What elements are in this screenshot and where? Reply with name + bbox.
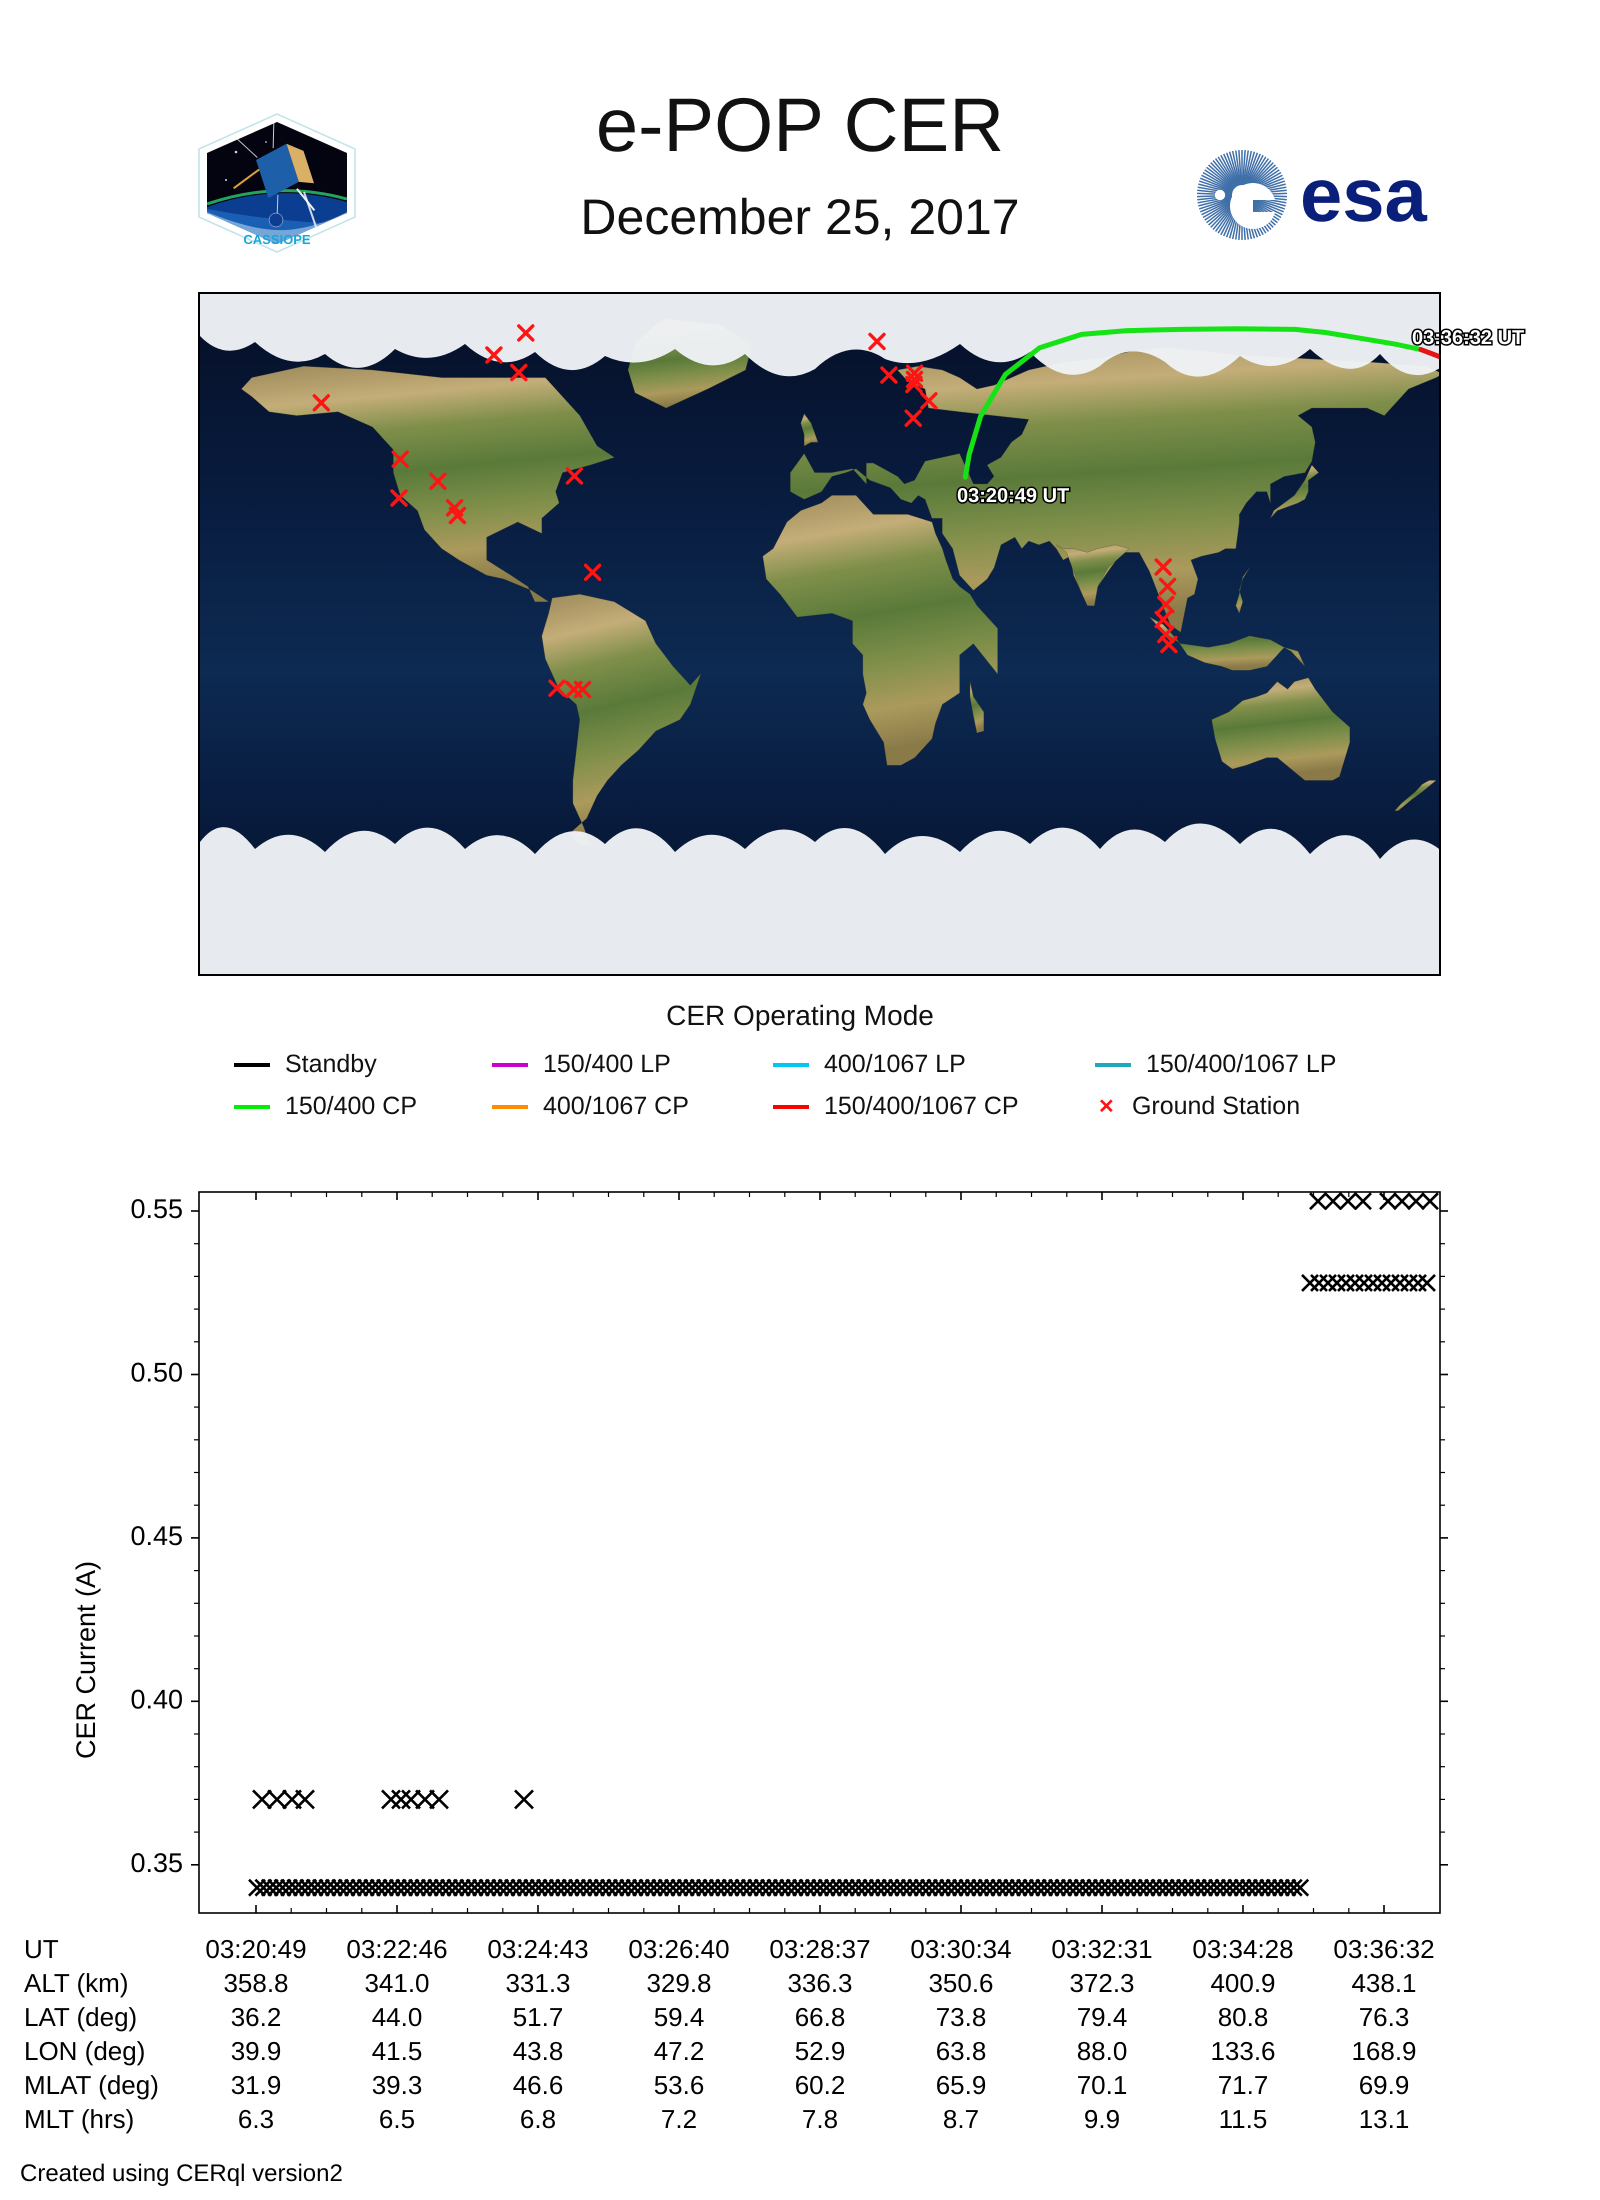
svg-text:CER Current (A): CER Current (A) [71,1561,101,1759]
